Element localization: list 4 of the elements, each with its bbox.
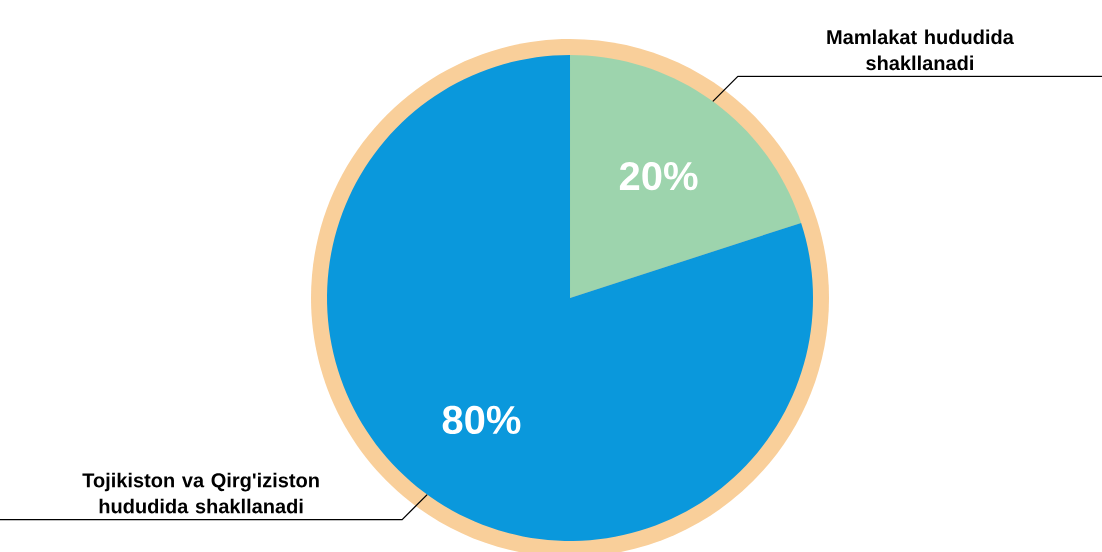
- data-label: 20%: [619, 161, 698, 191]
- slice-label: Mamlakat hududida shakllanadi: [827, 29, 1014, 71]
- slice-label: Tojikiston va Qirg'iziston hududida shakllanadi: [82, 472, 319, 514]
- data-label: 80%: [442, 405, 521, 435]
